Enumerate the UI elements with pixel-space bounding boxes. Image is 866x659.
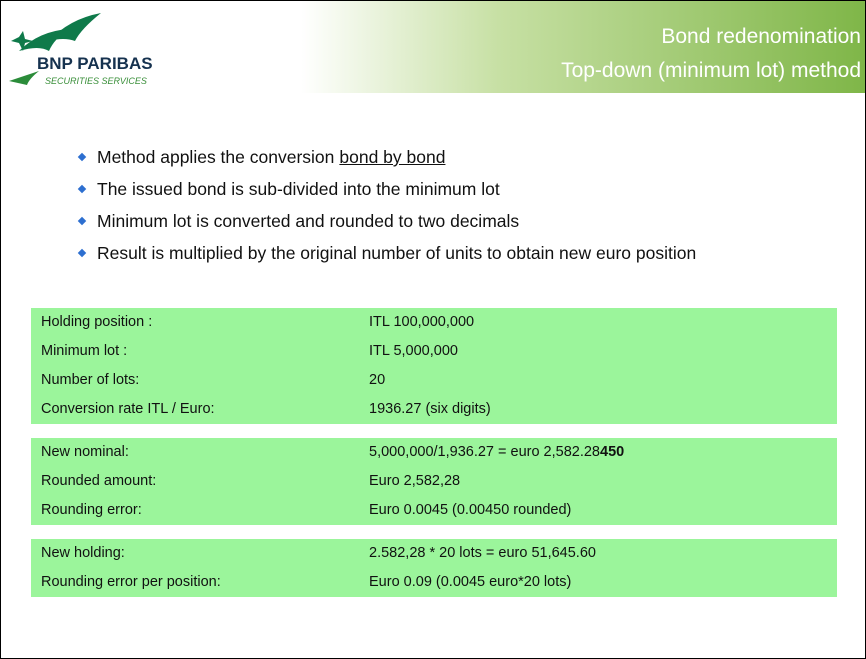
bullet: Minimum lot is converted and rounded to … — [79, 205, 696, 237]
table-row: New nominal: 5,000,000/1,936.27 = euro 2,… — [31, 438, 837, 467]
logo-sub: SECURITIES SERVICES — [45, 76, 147, 86]
bullet-text: Minimum lot is converted and rounded to … — [97, 211, 520, 231]
row-label: Minimum lot : — [41, 343, 128, 359]
table: New nominal: 5,000,000/1,936.27 = euro 2,… — [31, 438, 837, 525]
logo-bird — [49, 13, 101, 41]
title-line: Top-down (minimum lot) method — [561, 59, 861, 82]
table-row: New holding: 2.582,28 * 20 lots = euro 51… — [31, 539, 837, 568]
row-value: ITL 100,000,000 — [369, 314, 475, 330]
row-value-cell: ITL 5,000,000 — [369, 337, 458, 366]
row-value-cell: Euro 0.09 (0.0045 euro*20 lots) — [369, 568, 571, 597]
bullet-text: Result is multiplied by the original num… — [97, 243, 697, 263]
row-label: New nominal: — [41, 444, 129, 460]
row-label: Holding position : — [41, 314, 153, 330]
table-row: Minimum lot : ITL 5,000,000 — [31, 337, 837, 366]
table-row: Holding position : ITL 100,000,000 — [31, 308, 837, 337]
bullet-text: The issued bond is sub-divided into the … — [97, 179, 500, 199]
row-value-cell: ITL 100,000,000 — [369, 308, 474, 337]
bullet-text: Method applies the conversion — [97, 147, 335, 167]
row-value: 20 — [369, 372, 386, 388]
row-value-cell: 5,000,000/1,936.27 = euro 2,582.28450 — [369, 438, 624, 467]
row-value: Euro 2,582,28 — [369, 473, 461, 489]
logo-bird — [9, 71, 39, 85]
row-value: Euro 0.09 (0.0045 euro*20 lots) — [369, 574, 572, 590]
row-value-bold: 450 — [600, 444, 625, 460]
row-value-cell: 1936.27 (six digits) — [369, 395, 491, 424]
table-row: Number of lots: 20 — [31, 366, 837, 395]
row-value-cell: 2.582,28 * 20 lots = euro 51,645.60 — [369, 539, 596, 568]
title-bar: Bond redenomination Top-down (minimum lo… — [301, 1, 865, 93]
table-row: Rounding error per position: Euro 0.09 (0… — [31, 568, 837, 597]
table-row: Conversion rate ITL / Euro: 1936.27 (six … — [31, 395, 837, 424]
row-label: Rounding error per position: — [41, 574, 221, 590]
row-value: ITL 5,000,000 — [369, 343, 458, 359]
logo-name: BNP PARIBAS — [37, 54, 153, 73]
row-label: Rounding error: — [41, 502, 142, 518]
row-value: 1936.27 (six digits) — [369, 401, 491, 417]
row-value: 5,000,000/1,936.27 = euro 2,582.28 — [369, 444, 600, 460]
table: Holding position : ITL 100,000,000 Minimum… — [31, 308, 837, 424]
logo: BNP PARIBAS SECURITIES SERVICES — [9, 13, 153, 86]
row-value: Euro 0.0045 (0.00450 rounded) — [369, 502, 572, 518]
bullet: The issued bond is sub-divided into the … — [79, 173, 696, 205]
bullet-underline: bond by bond — [339, 147, 446, 167]
table: New holding: 2.582,28 * 20 lots = euro 51… — [31, 539, 837, 597]
bullet: Method applies the conversion bond by bon… — [79, 141, 696, 173]
row-value: 2.582,28 * 20 lots = euro 51,645.60 — [369, 545, 596, 561]
logo-star — [11, 31, 33, 51]
table-row: Rounding error: Euro 0.0045 (0.00450 roun… — [31, 496, 837, 525]
row-label: Conversion rate ITL / Euro: — [41, 401, 215, 417]
row-label: New holding: — [41, 545, 125, 561]
row-value-cell: 20 — [369, 366, 385, 395]
row-value-cell: Euro 0.0045 (0.00450 rounded) — [369, 496, 571, 525]
row-value-cell: Euro 2,582,28 — [369, 467, 460, 496]
bullet-list: Method applies the conversion bond by bon… — [79, 141, 696, 269]
row-label: Number of lots: — [41, 372, 140, 388]
table-row: Rounded amount: Euro 2,582,28 — [31, 467, 837, 496]
bullet: Result is multiplied by the original num… — [79, 237, 696, 269]
row-label: Rounded amount: — [41, 473, 157, 489]
title-line: Bond redenomination — [661, 25, 861, 48]
